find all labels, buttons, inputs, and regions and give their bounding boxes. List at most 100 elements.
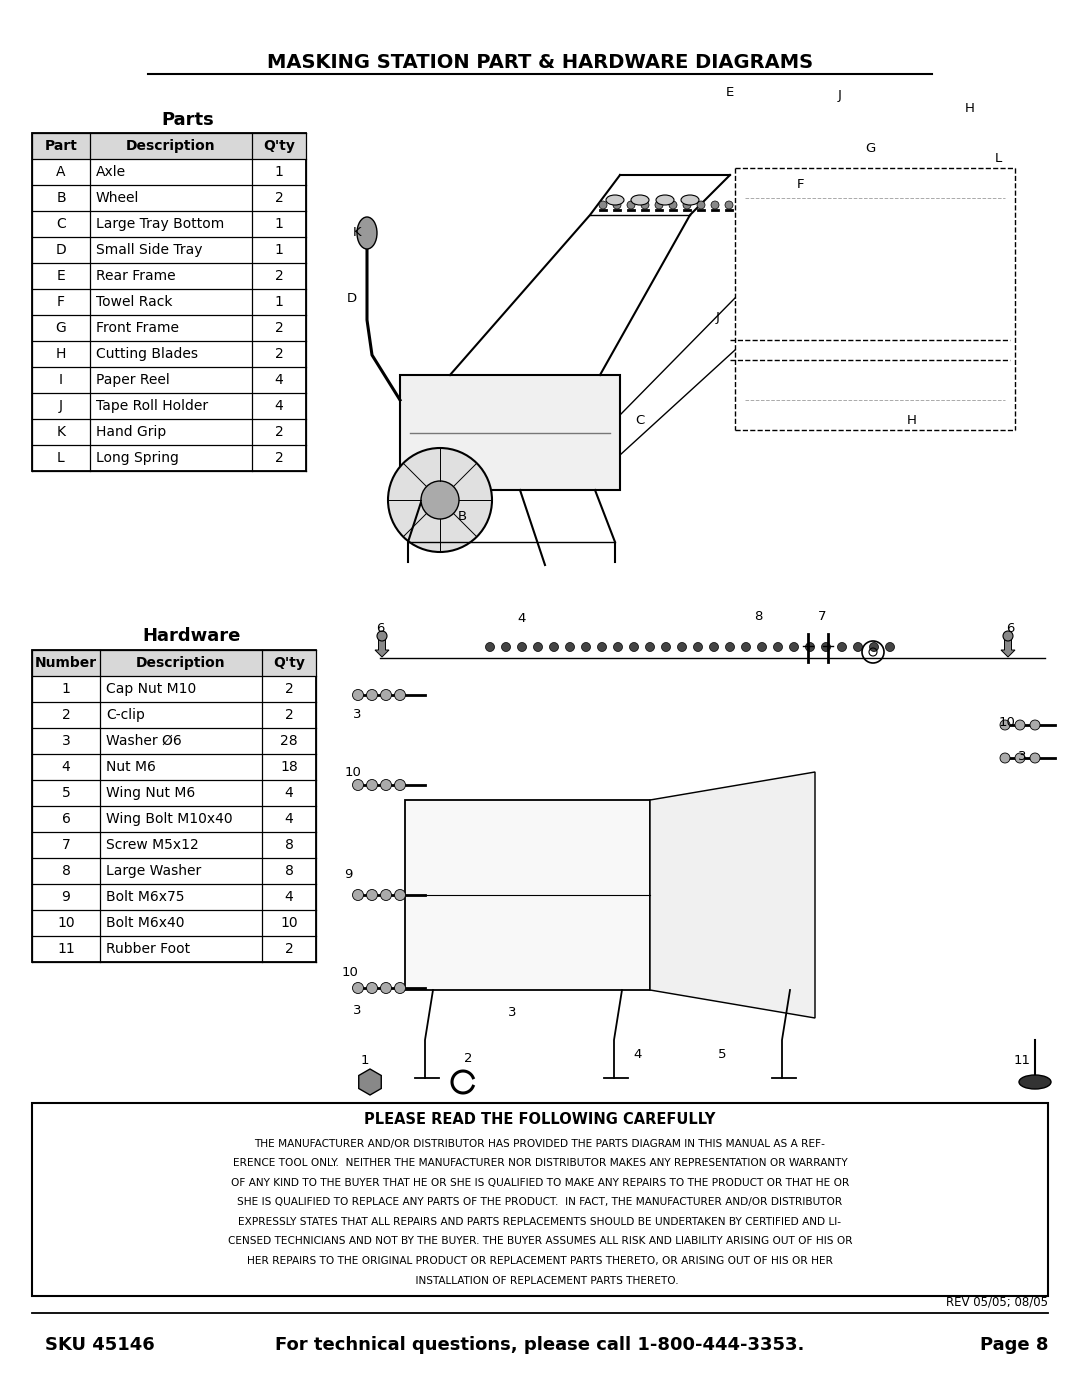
Text: C-clip: C-clip	[106, 708, 145, 722]
Text: 11: 11	[57, 942, 75, 956]
Text: 8: 8	[754, 610, 762, 623]
Text: K: K	[56, 425, 66, 439]
Text: 2: 2	[274, 425, 283, 439]
Text: Wing Bolt M10x40: Wing Bolt M10x40	[106, 812, 232, 826]
Circle shape	[661, 643, 671, 651]
Circle shape	[421, 481, 459, 520]
Text: 1: 1	[274, 217, 283, 231]
Circle shape	[1000, 753, 1010, 763]
Circle shape	[394, 690, 405, 700]
Text: MASKING STATION PART & HARDWARE DIAGRAMS: MASKING STATION PART & HARDWARE DIAGRAMS	[267, 53, 813, 71]
Text: H: H	[907, 414, 917, 426]
Text: J: J	[716, 312, 720, 324]
Text: Screw M5x12: Screw M5x12	[106, 838, 199, 852]
Circle shape	[886, 643, 894, 651]
Text: 3: 3	[508, 1006, 516, 1018]
Bar	[400, 374, 620, 490]
Circle shape	[646, 643, 654, 651]
Text: 1: 1	[274, 295, 283, 309]
Text: Long Spring: Long Spring	[96, 451, 179, 465]
Circle shape	[693, 643, 702, 651]
Text: 3: 3	[353, 1003, 361, 1017]
Circle shape	[352, 890, 364, 901]
Circle shape	[550, 643, 558, 651]
Text: G: G	[56, 321, 66, 335]
Text: 5: 5	[62, 787, 70, 800]
Text: L: L	[995, 151, 1001, 165]
Polygon shape	[650, 773, 815, 1018]
Circle shape	[726, 643, 734, 651]
Ellipse shape	[681, 196, 699, 205]
Text: 4: 4	[285, 890, 294, 904]
Text: 5: 5	[718, 1049, 726, 1062]
Text: 9: 9	[343, 869, 352, 882]
Circle shape	[630, 643, 638, 651]
Text: 1: 1	[62, 682, 70, 696]
Text: B: B	[458, 510, 467, 522]
Text: ERENCE TOOL ONLY.  NEITHER THE MANUFACTURER NOR DISTRIBUTOR MAKES ANY REPRESENTA: ERENCE TOOL ONLY. NEITHER THE MANUFACTUR…	[232, 1158, 848, 1168]
Text: 10: 10	[57, 916, 75, 930]
Text: F: F	[796, 179, 804, 191]
Text: Tape Roll Holder: Tape Roll Holder	[96, 400, 208, 414]
Ellipse shape	[357, 217, 377, 249]
Text: OF ANY KIND TO THE BUYER THAT HE OR SHE IS QUALIFIED TO MAKE ANY REPAIRS TO THE : OF ANY KIND TO THE BUYER THAT HE OR SHE …	[231, 1178, 849, 1187]
Text: D: D	[347, 292, 357, 305]
Text: C: C	[635, 414, 645, 426]
Text: INSTALLATION OF REPLACEMENT PARTS THERETO.: INSTALLATION OF REPLACEMENT PARTS THERET…	[402, 1275, 678, 1285]
Circle shape	[853, 643, 863, 651]
Circle shape	[566, 643, 575, 651]
Text: REV 05/05; 08/05: REV 05/05; 08/05	[946, 1295, 1048, 1309]
Text: SKU 45146: SKU 45146	[45, 1336, 154, 1354]
Text: Description: Description	[136, 657, 226, 671]
Circle shape	[1000, 719, 1010, 731]
Text: 6: 6	[1005, 622, 1014, 634]
Circle shape	[380, 780, 391, 791]
Circle shape	[677, 643, 687, 651]
Text: 3: 3	[62, 733, 70, 747]
Text: 2: 2	[285, 708, 294, 722]
Text: EXPRESSLY STATES THAT ALL REPAIRS AND PARTS REPLACEMENTS SHOULD BE UNDERTAKEN BY: EXPRESSLY STATES THAT ALL REPAIRS AND PA…	[239, 1217, 841, 1227]
Text: 4: 4	[285, 812, 294, 826]
Bar	[32, 650, 316, 676]
Text: 1: 1	[274, 165, 283, 179]
Text: For technical questions, please call 1-800-444-3353.: For technical questions, please call 1-8…	[275, 1336, 805, 1354]
Text: Bolt M6x75: Bolt M6x75	[106, 890, 185, 904]
Text: 2: 2	[274, 270, 283, 284]
Circle shape	[711, 201, 719, 210]
Text: E: E	[726, 85, 734, 99]
Text: 4: 4	[634, 1049, 643, 1062]
Text: 4: 4	[517, 612, 526, 624]
Text: L: L	[57, 451, 65, 465]
Text: Towel Rack: Towel Rack	[96, 295, 173, 309]
Bar	[32, 133, 306, 159]
Text: C: C	[56, 217, 66, 231]
Circle shape	[613, 201, 621, 210]
Text: 10: 10	[341, 965, 359, 978]
Text: 4: 4	[274, 373, 283, 387]
Text: Washer Ø6: Washer Ø6	[106, 733, 181, 747]
Ellipse shape	[606, 196, 624, 205]
Ellipse shape	[631, 196, 649, 205]
Circle shape	[366, 780, 378, 791]
Circle shape	[613, 643, 622, 651]
Circle shape	[534, 643, 542, 651]
Text: J: J	[59, 400, 63, 414]
Text: Nut M6: Nut M6	[106, 760, 156, 774]
Circle shape	[1015, 719, 1025, 731]
Text: Large Tray Bottom: Large Tray Bottom	[96, 217, 225, 231]
Circle shape	[581, 643, 591, 651]
Text: 10: 10	[999, 715, 1015, 728]
Circle shape	[366, 690, 378, 700]
Text: 2: 2	[62, 708, 70, 722]
Text: PLEASE READ THE FOLLOWING CAREFULLY: PLEASE READ THE FOLLOWING CAREFULLY	[364, 1112, 716, 1127]
Text: Hardware: Hardware	[143, 627, 241, 645]
Text: 3: 3	[353, 708, 361, 721]
Text: Part: Part	[44, 138, 78, 154]
Circle shape	[710, 643, 718, 651]
Circle shape	[742, 643, 751, 651]
Circle shape	[654, 201, 663, 210]
Text: Rubber Foot: Rubber Foot	[106, 942, 190, 956]
Text: Small Side Tray: Small Side Tray	[96, 243, 203, 257]
Circle shape	[394, 982, 405, 993]
Text: Q'ty: Q'ty	[264, 138, 295, 154]
